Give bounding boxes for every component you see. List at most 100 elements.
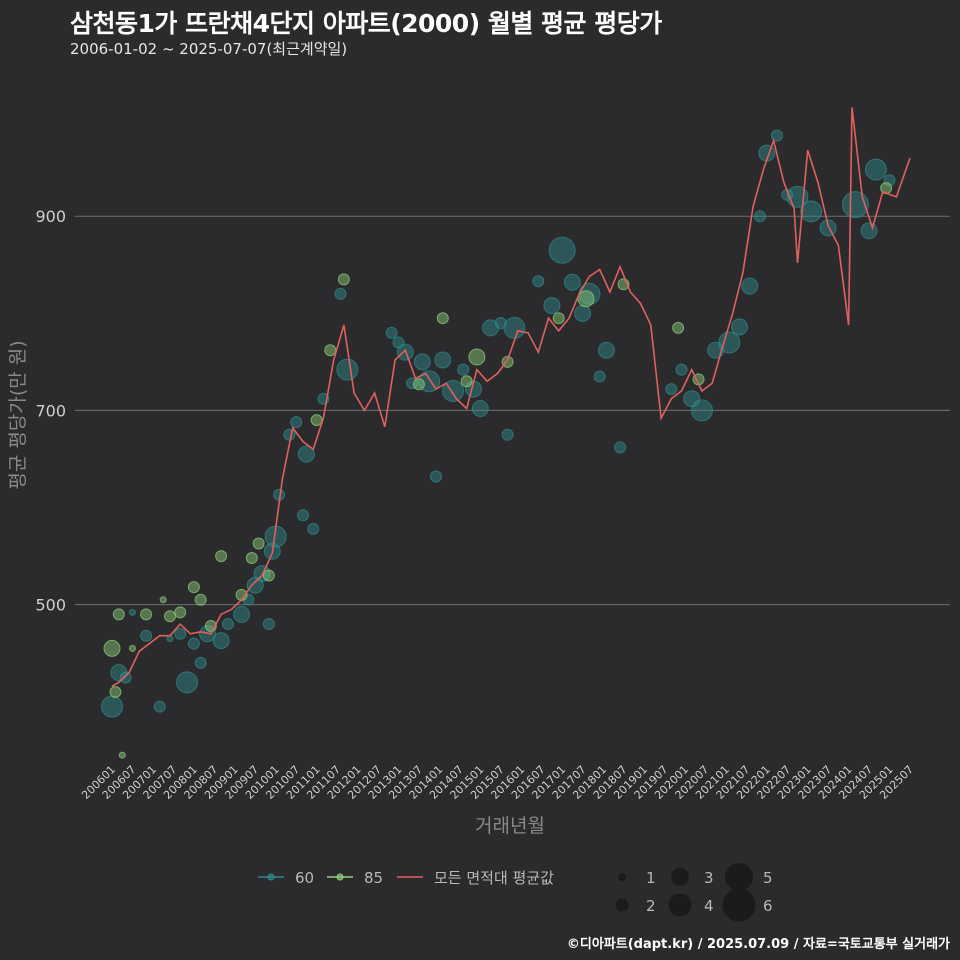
- legend-size-2: 2: [615, 897, 656, 915]
- point-60: [194, 656, 207, 669]
- y-tick-label: 900: [35, 207, 66, 226]
- y-tick-label: 500: [35, 596, 66, 615]
- legend-marker: [336, 873, 344, 881]
- point-85: [460, 375, 473, 388]
- point-60: [297, 445, 315, 463]
- y-axis-ticks: 500 700 900: [35, 207, 66, 614]
- legend-size-circle: [722, 888, 756, 922]
- point-85: [215, 550, 228, 563]
- point-60: [494, 317, 507, 330]
- legend-size-label: 2: [646, 897, 656, 915]
- legend-size-label: 1: [646, 869, 656, 887]
- point-60: [548, 236, 576, 264]
- point-60: [718, 331, 741, 354]
- legend-size-circle: [668, 893, 692, 917]
- legend-label: 모든 면적대 평균값: [434, 869, 554, 887]
- point-60: [532, 275, 545, 288]
- point-85: [310, 414, 323, 427]
- point-60: [153, 700, 166, 713]
- point-60: [597, 341, 615, 359]
- point-85: [174, 606, 187, 619]
- legend-size-label: 5: [763, 869, 773, 887]
- series-60: [101, 129, 896, 718]
- point-85: [163, 610, 176, 623]
- legend-item-85: 85: [327, 869, 383, 887]
- average-line: [111, 107, 911, 687]
- point-60: [221, 618, 234, 631]
- point-85: [577, 290, 595, 308]
- point-60: [574, 304, 592, 322]
- point-60: [290, 416, 303, 429]
- point-85: [468, 348, 486, 366]
- point-60: [307, 522, 320, 535]
- point-60: [212, 632, 230, 650]
- point-60: [140, 629, 153, 642]
- point-85: [128, 644, 136, 652]
- legend-size-label: 4: [704, 897, 714, 915]
- point-60: [336, 358, 359, 381]
- point-85: [118, 751, 126, 759]
- point-60: [753, 210, 766, 223]
- point-60: [166, 635, 174, 643]
- point-60: [283, 428, 296, 441]
- source-caption: ©디아파트(dapt.kr) / 2025.07.09 / 자료=국토교통부 실…: [566, 937, 950, 952]
- legend-label: 85: [364, 869, 383, 887]
- point-60: [457, 363, 470, 376]
- legend-marker: [267, 873, 275, 881]
- point-60: [176, 671, 199, 694]
- point-60: [413, 353, 431, 371]
- legend-item-60: 60: [258, 869, 314, 887]
- legend-size-label: 6: [763, 897, 773, 915]
- legend-size-circle: [615, 898, 629, 912]
- point-85: [337, 273, 350, 286]
- point-85: [187, 581, 200, 594]
- point-85: [140, 608, 153, 621]
- point-85: [245, 552, 258, 565]
- point-60: [187, 637, 200, 650]
- point-85: [436, 312, 449, 325]
- point-60: [110, 664, 128, 682]
- point-85: [194, 593, 207, 606]
- point-60: [503, 316, 526, 339]
- gridlines: [75, 215, 950, 606]
- point-60: [563, 273, 581, 291]
- point-60: [675, 363, 688, 376]
- point-60: [296, 509, 309, 522]
- legend-size-circle: [618, 873, 626, 881]
- point-60: [690, 399, 713, 422]
- chart-title: 삼천동1가 뜨란채4단지 아파트(2000) 월별 평균 평당가: [70, 9, 662, 38]
- point-60: [614, 441, 627, 454]
- legend-size-5: 5: [725, 863, 773, 891]
- point-60: [501, 428, 514, 441]
- legend-size-circle: [725, 863, 753, 891]
- point-60: [800, 200, 823, 223]
- point-60: [262, 618, 275, 631]
- point-60: [233, 605, 251, 623]
- point-85: [112, 608, 125, 621]
- x-axis-title: 거래년월: [475, 815, 545, 837]
- point-60: [593, 370, 606, 383]
- point-85: [109, 686, 122, 699]
- legend: 60 85 모든 면적대 평균값 1 2 3 4 5 6: [258, 863, 773, 922]
- point-60: [864, 158, 887, 181]
- series-85: [103, 182, 893, 759]
- point-60: [741, 277, 759, 295]
- point-60: [860, 222, 878, 240]
- point-60: [174, 627, 187, 640]
- point-60: [101, 695, 123, 718]
- point-85: [324, 344, 337, 357]
- point-85: [103, 639, 121, 657]
- legend-size-3: 3: [671, 868, 714, 887]
- point-60: [543, 297, 561, 315]
- point-85: [552, 312, 565, 325]
- point-85: [672, 321, 685, 334]
- x-axis-ticks: 2006012006072007012007072008012008072009…: [79, 763, 916, 802]
- point-60: [665, 383, 678, 396]
- point-85: [412, 378, 425, 391]
- point-85: [262, 569, 275, 582]
- series-average: [111, 107, 911, 687]
- point-60: [771, 129, 783, 142]
- point-60: [253, 565, 271, 583]
- legend-size-1: 1: [618, 869, 656, 887]
